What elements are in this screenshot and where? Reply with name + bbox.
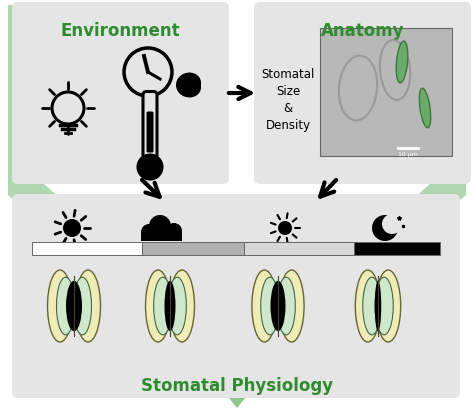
- Text: 10 µm: 10 µm: [398, 152, 418, 157]
- Text: Stomatal
Size
&
Density: Stomatal Size & Density: [261, 68, 315, 132]
- Circle shape: [52, 92, 84, 124]
- FancyBboxPatch shape: [12, 2, 229, 184]
- Ellipse shape: [271, 281, 285, 331]
- Ellipse shape: [168, 277, 186, 335]
- Bar: [142, 242, 244, 255]
- Circle shape: [278, 221, 292, 235]
- Ellipse shape: [363, 277, 381, 335]
- Ellipse shape: [154, 277, 172, 335]
- Ellipse shape: [279, 270, 304, 342]
- FancyBboxPatch shape: [254, 2, 471, 184]
- Polygon shape: [176, 72, 201, 97]
- Circle shape: [124, 48, 172, 96]
- Ellipse shape: [396, 41, 408, 83]
- Ellipse shape: [146, 270, 171, 342]
- Ellipse shape: [73, 277, 91, 335]
- Bar: [320, 28, 452, 156]
- Ellipse shape: [252, 270, 277, 342]
- Ellipse shape: [66, 281, 82, 331]
- Circle shape: [141, 224, 157, 240]
- Ellipse shape: [375, 277, 393, 335]
- Bar: [244, 242, 355, 255]
- Ellipse shape: [47, 270, 73, 342]
- Ellipse shape: [277, 277, 295, 335]
- Bar: [32, 242, 142, 255]
- Ellipse shape: [164, 281, 175, 331]
- Ellipse shape: [356, 270, 380, 342]
- Circle shape: [382, 214, 402, 234]
- Polygon shape: [141, 232, 182, 241]
- Circle shape: [372, 215, 398, 241]
- Ellipse shape: [375, 281, 381, 331]
- Polygon shape: [210, 375, 264, 408]
- Ellipse shape: [261, 277, 279, 335]
- Ellipse shape: [56, 277, 75, 335]
- FancyBboxPatch shape: [12, 194, 460, 398]
- Text: Stomatal Physiology: Stomatal Physiology: [141, 377, 333, 395]
- Circle shape: [138, 155, 162, 179]
- Circle shape: [63, 219, 81, 237]
- Circle shape: [149, 215, 171, 237]
- Text: Environment: Environment: [61, 22, 180, 40]
- Ellipse shape: [75, 270, 100, 342]
- Polygon shape: [8, 5, 237, 385]
- Polygon shape: [237, 5, 466, 385]
- Text: Anatomy: Anatomy: [321, 22, 404, 40]
- FancyBboxPatch shape: [143, 92, 157, 159]
- Ellipse shape: [419, 88, 431, 128]
- Ellipse shape: [170, 270, 194, 342]
- FancyBboxPatch shape: [146, 111, 154, 152]
- Circle shape: [166, 223, 182, 239]
- Bar: [355, 242, 440, 255]
- Ellipse shape: [376, 270, 401, 342]
